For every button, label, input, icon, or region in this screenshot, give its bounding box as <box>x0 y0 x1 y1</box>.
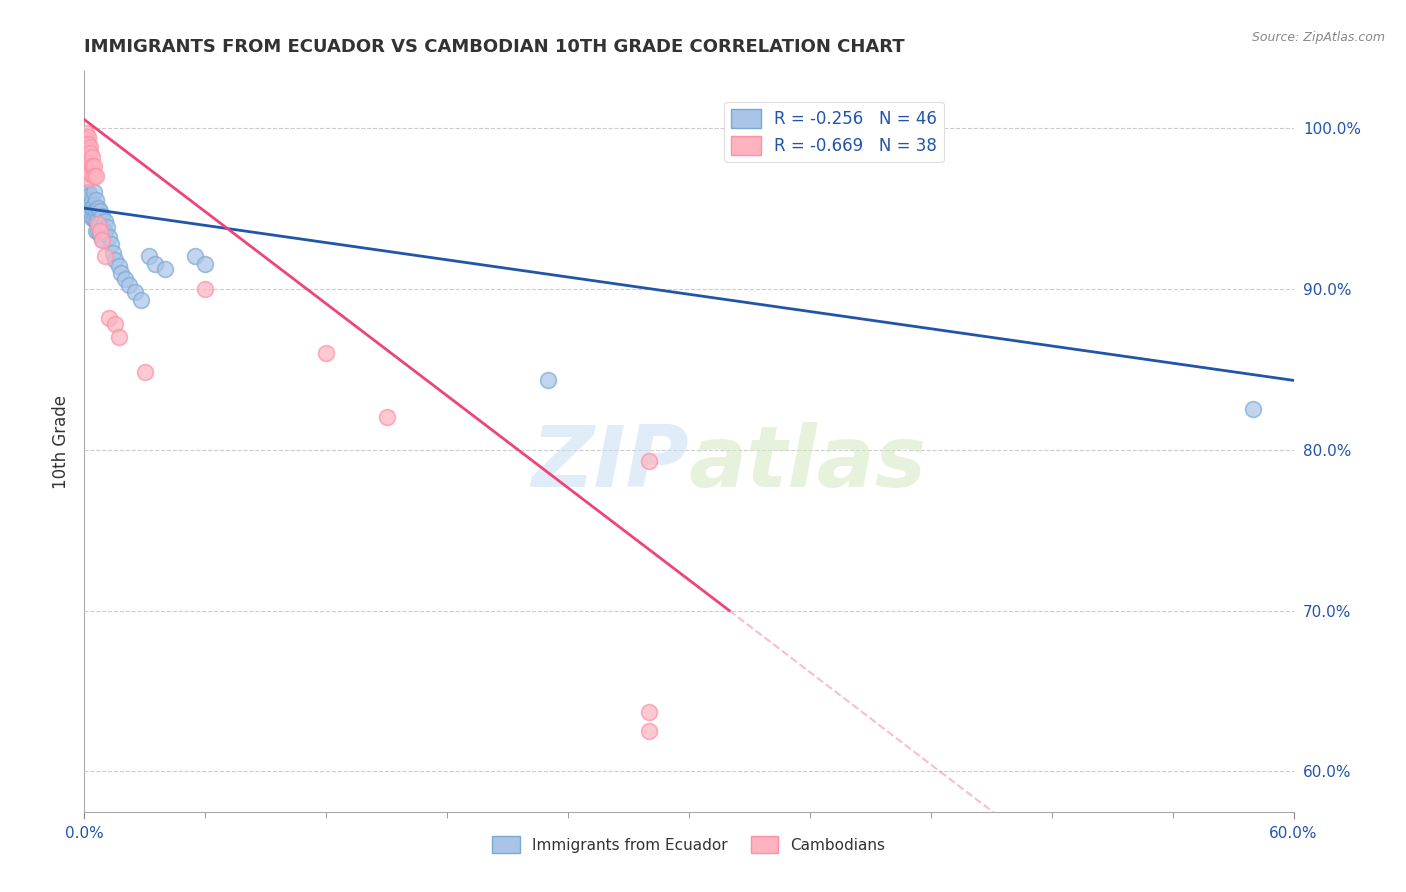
Text: IMMIGRANTS FROM ECUADOR VS CAMBODIAN 10TH GRADE CORRELATION CHART: IMMIGRANTS FROM ECUADOR VS CAMBODIAN 10T… <box>84 38 905 56</box>
Point <box>83 212 105 227</box>
Point <box>77 162 100 177</box>
Point <box>134 365 156 379</box>
Point <box>77 193 100 207</box>
Point <box>79 146 101 161</box>
Point <box>77 136 100 151</box>
Point <box>82 211 104 225</box>
Point <box>82 193 104 207</box>
Point <box>77 185 100 199</box>
Point <box>89 216 111 230</box>
Point <box>79 188 101 202</box>
Legend: Immigrants from Ecuador, Cambodians: Immigrants from Ecuador, Cambodians <box>486 830 891 860</box>
Point <box>82 201 104 215</box>
Point <box>79 166 101 180</box>
Point <box>86 204 108 219</box>
Point <box>315 346 337 360</box>
Point <box>637 724 659 739</box>
Point <box>89 224 111 238</box>
Point <box>89 204 111 219</box>
Point <box>143 258 166 272</box>
Point <box>91 209 114 223</box>
Point <box>118 278 141 293</box>
Point <box>75 159 97 173</box>
Point <box>77 150 100 164</box>
Point <box>87 224 110 238</box>
Point <box>77 143 100 157</box>
Point <box>97 310 120 325</box>
Point <box>79 156 101 170</box>
Point <box>87 201 110 215</box>
Point <box>100 236 122 251</box>
Point <box>91 220 114 235</box>
Point <box>110 266 132 280</box>
Point <box>93 249 115 263</box>
Point <box>93 225 115 239</box>
Text: Source: ZipAtlas.com: Source: ZipAtlas.com <box>1251 31 1385 45</box>
Point <box>86 214 108 228</box>
Point <box>75 185 97 199</box>
Point <box>97 230 120 244</box>
Point <box>83 204 105 219</box>
Point <box>537 373 560 387</box>
Point <box>91 232 114 246</box>
Point <box>114 272 136 286</box>
Point <box>194 258 217 272</box>
Point <box>194 282 217 296</box>
Point <box>93 214 115 228</box>
Point <box>75 136 97 151</box>
Point <box>124 285 146 299</box>
Point <box>184 249 207 263</box>
Point <box>104 317 127 331</box>
Text: ZIP: ZIP <box>531 422 689 505</box>
Point <box>101 246 124 260</box>
Point <box>375 410 398 425</box>
Point <box>75 153 97 167</box>
Point <box>138 249 160 263</box>
Point <box>1241 402 1264 417</box>
Point <box>77 172 100 186</box>
Point <box>83 198 105 212</box>
Point <box>96 220 118 235</box>
Point <box>153 262 176 277</box>
Point <box>79 204 101 219</box>
Point <box>83 169 105 183</box>
Point <box>79 140 101 154</box>
Point <box>77 156 100 170</box>
Point <box>91 233 114 247</box>
Point <box>637 705 659 719</box>
Point <box>637 454 659 468</box>
Point <box>86 193 108 207</box>
Point <box>83 185 105 199</box>
Text: atlas: atlas <box>689 422 927 505</box>
Point <box>107 259 129 273</box>
Point <box>82 150 104 164</box>
Point <box>86 169 108 183</box>
Point <box>75 166 97 180</box>
Point <box>82 159 104 173</box>
Point <box>75 126 97 140</box>
Point <box>75 148 97 162</box>
Point <box>129 293 152 307</box>
Point <box>89 227 111 241</box>
Point <box>104 252 127 267</box>
Point <box>87 212 110 227</box>
Point <box>87 217 110 231</box>
Point <box>75 132 97 146</box>
Y-axis label: 10th Grade: 10th Grade <box>52 394 70 489</box>
Point <box>107 330 129 344</box>
Point <box>75 143 97 157</box>
Point <box>77 130 100 145</box>
Point <box>86 224 108 238</box>
Point <box>79 198 101 212</box>
Point <box>83 159 105 173</box>
